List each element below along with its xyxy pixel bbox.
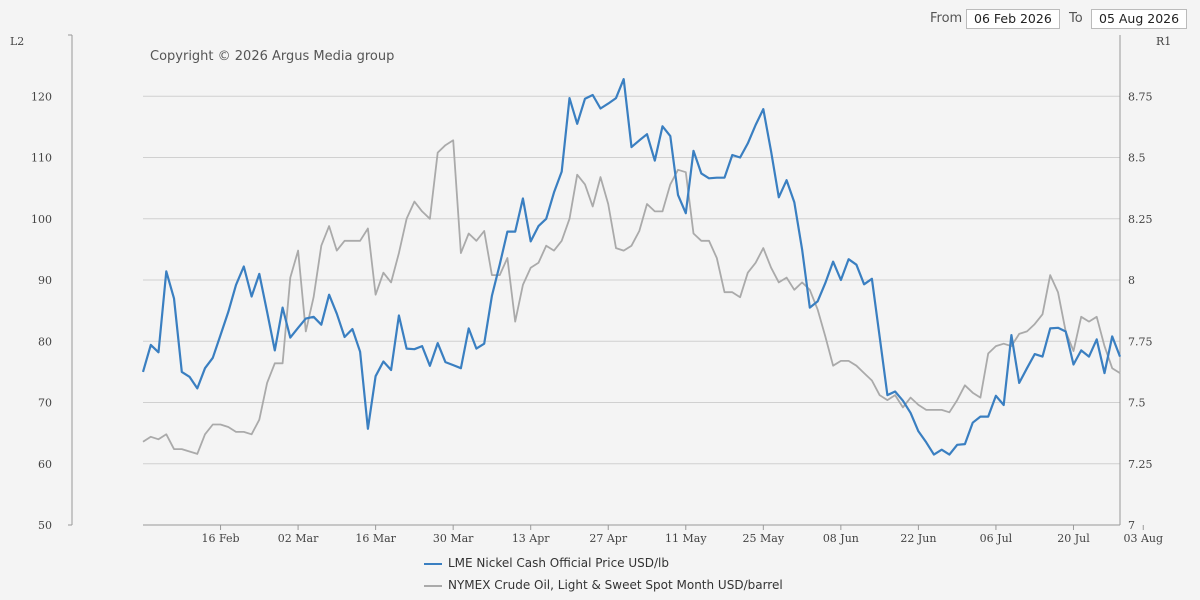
x-tick-label: 03 Aug <box>1123 532 1163 545</box>
right-tick-label: 7.25 <box>1128 458 1153 471</box>
left-tick-label: 120 <box>31 90 52 103</box>
x-tick-label: 22 Jun <box>900 532 936 545</box>
left-tick-label: 80 <box>38 335 52 348</box>
x-tick-label: 30 Mar <box>433 532 474 545</box>
from-label: From <box>930 11 963 26</box>
x-axis-ticks: 16 Feb 02 Mar 16 Mar 30 Mar 13 Apr 27 Apr 11 M… <box>202 525 1163 545</box>
left-tick-label: 100 <box>31 213 52 226</box>
x-tick-label: 16 Mar <box>355 532 396 545</box>
left-tick-label: 110 <box>31 152 52 165</box>
series-lines <box>141 78 1122 456</box>
nickel-line <box>141 78 1122 456</box>
x-tick-label: 02 Mar <box>278 532 319 545</box>
right-tick-label: 8 <box>1128 274 1135 287</box>
right-tick-label: 8.75 <box>1128 90 1153 103</box>
right-tick-label: 8.5 <box>1128 152 1146 165</box>
legend-swatch-crude <box>424 584 442 587</box>
right-tick-label: 7.75 <box>1128 335 1153 348</box>
from-date-input[interactable]: 06 Feb 2026 <box>966 9 1060 29</box>
x-tick-label: 06 Jul <box>980 532 1013 545</box>
copyright-text: Copyright © 2026 Argus Media group <box>150 49 394 64</box>
legend-item-crude[interactable]: NYMEX Crude Oil, Light & Sweet Spot Mont… <box>424 578 783 592</box>
right-tick-label: 7.5 <box>1128 397 1146 410</box>
x-tick-label: 16 Feb <box>202 532 240 545</box>
crude-oil-line <box>142 139 1121 455</box>
x-tick-label: 08 Jun <box>823 532 859 545</box>
x-tick-label: 11 May <box>665 532 707 545</box>
x-tick-label: 20 Jul <box>1057 532 1090 545</box>
x-tick-label: 27 Apr <box>589 532 627 545</box>
left-tick-label: 90 <box>38 274 52 287</box>
x-tick-label: 13 Apr <box>512 532 550 545</box>
right-axis-ticks: 7 7.25 7.5 7.75 8 8.25 8.5 8.75 <box>1128 90 1153 532</box>
right-axis-label: R1 <box>1156 35 1171 48</box>
left-axis-label: L2 <box>10 35 24 48</box>
legend-label-crude: NYMEX Crude Oil, Light & Sweet Spot Mont… <box>448 578 783 592</box>
x-tick-label: 25 May <box>743 532 785 545</box>
to-date-input[interactable]: 05 Aug 2026 <box>1091 9 1188 29</box>
left-tick-label: 70 <box>38 397 52 410</box>
right-tick-label: 7 <box>1128 519 1135 532</box>
right-tick-label: 8.25 <box>1128 213 1153 226</box>
left-axis-ticks: 50 60 70 80 90 100 110 120 <box>31 90 52 532</box>
gridlines <box>143 95 1120 465</box>
legend-item-nickel[interactable]: LME Nickel Cash Official Price USD/lb <box>424 556 669 570</box>
left-tick-label: 50 <box>38 519 52 532</box>
legend-label-nickel: LME Nickel Cash Official Price USD/lb <box>448 556 670 570</box>
chart-frame <box>68 34 1121 526</box>
left-tick-label: 60 <box>38 458 52 471</box>
legend-swatch-nickel <box>424 562 442 565</box>
to-label: To <box>1069 11 1083 26</box>
